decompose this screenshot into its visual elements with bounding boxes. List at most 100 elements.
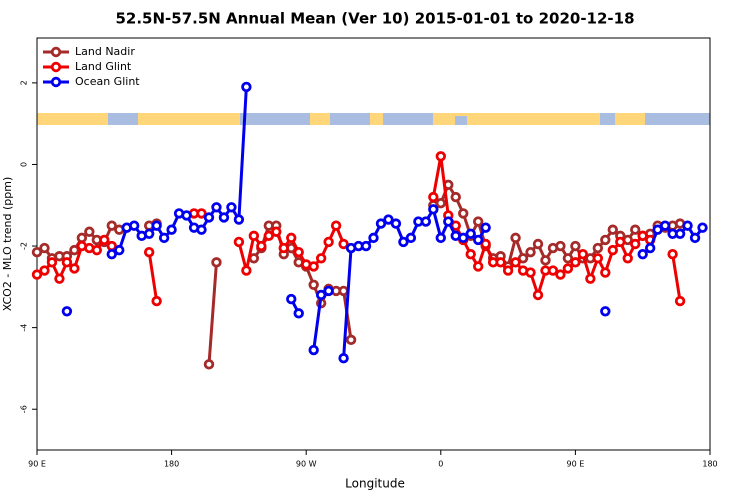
- point: [233, 214, 245, 225]
- point: [600, 234, 611, 246]
- point: [286, 293, 297, 305]
- point: [211, 202, 222, 213]
- legend-label: Land Glint: [75, 60, 132, 73]
- point: [151, 220, 162, 231]
- legend-marker: [50, 61, 62, 73]
- point: [323, 285, 334, 297]
- point: [308, 279, 319, 290]
- point: [592, 242, 604, 254]
- point: [338, 238, 349, 250]
- point: [181, 210, 192, 221]
- point: [84, 226, 95, 237]
- point: [166, 224, 177, 235]
- point: [203, 359, 215, 370]
- legend-label: Ocean Glint: [75, 75, 140, 88]
- point: [263, 230, 275, 242]
- x-tick-label: 90 E: [567, 460, 585, 469]
- point: [622, 253, 633, 264]
- x-tick-label: 90 W: [296, 460, 317, 469]
- point: [637, 248, 648, 260]
- point: [652, 224, 663, 235]
- point: [420, 216, 432, 227]
- point: [39, 265, 50, 276]
- ocean-patch: [240, 113, 310, 125]
- point: [555, 269, 566, 280]
- plot-frame: [36, 37, 711, 451]
- point: [682, 220, 693, 231]
- legend-marker: [50, 76, 62, 88]
- point: [99, 234, 110, 246]
- point: [405, 232, 417, 244]
- point: [151, 295, 162, 307]
- point: [61, 306, 73, 317]
- y-tick-label: -2: [20, 242, 29, 250]
- point: [600, 267, 611, 278]
- point: [390, 218, 402, 229]
- point: [308, 344, 319, 356]
- point: [502, 265, 514, 276]
- point: [435, 232, 446, 244]
- point: [472, 234, 484, 246]
- point: [562, 263, 574, 274]
- point: [510, 257, 521, 268]
- y-tick-label: 2: [20, 80, 29, 85]
- point: [143, 228, 155, 240]
- point: [555, 240, 566, 252]
- point: [338, 353, 349, 364]
- point: [256, 240, 267, 252]
- point: [458, 208, 469, 219]
- point: [495, 257, 506, 268]
- point: [637, 230, 648, 242]
- y-tick-label: -4: [20, 324, 29, 332]
- y-tick-label: 0: [20, 162, 29, 167]
- point: [570, 240, 581, 252]
- point: [697, 222, 708, 233]
- point: [644, 242, 656, 254]
- point: [69, 263, 80, 274]
- point: [315, 253, 327, 264]
- ocean-patch: [330, 113, 370, 125]
- ocean-patch: [600, 113, 615, 125]
- point: [615, 236, 626, 248]
- point: [106, 220, 117, 231]
- legend-label: Land Nadir: [75, 45, 135, 58]
- point: [667, 248, 678, 260]
- point: [592, 253, 604, 264]
- point: [31, 269, 43, 280]
- ocean-patch: [108, 113, 138, 125]
- point: [540, 255, 551, 266]
- point: [630, 238, 641, 250]
- point: [674, 295, 686, 307]
- point: [428, 191, 439, 203]
- x-tick-label: 0: [438, 460, 443, 469]
- point: [248, 230, 260, 242]
- point: [383, 214, 394, 225]
- point: [286, 232, 297, 244]
- point: [203, 212, 215, 223]
- point: [510, 232, 521, 244]
- point: [158, 232, 170, 244]
- point: [69, 244, 80, 256]
- x-tick-label: 90 E: [28, 460, 46, 469]
- point: [241, 265, 252, 276]
- point: [600, 306, 611, 317]
- point: [61, 257, 73, 268]
- x-tick-label: 180: [164, 460, 179, 469]
- point: [345, 334, 357, 346]
- point: [435, 151, 446, 162]
- point: [480, 222, 491, 233]
- point: [585, 273, 596, 284]
- point: [196, 224, 207, 235]
- point: [31, 246, 43, 258]
- point: [330, 220, 342, 231]
- point: [338, 285, 349, 297]
- point: [375, 218, 387, 229]
- y-axis-label: XCO2 - MLO trend (ppm): [1, 177, 14, 312]
- point: [570, 257, 581, 268]
- point: [233, 236, 245, 248]
- point: [143, 246, 155, 258]
- point: [218, 212, 230, 223]
- point: [46, 257, 58, 268]
- point: [398, 236, 409, 248]
